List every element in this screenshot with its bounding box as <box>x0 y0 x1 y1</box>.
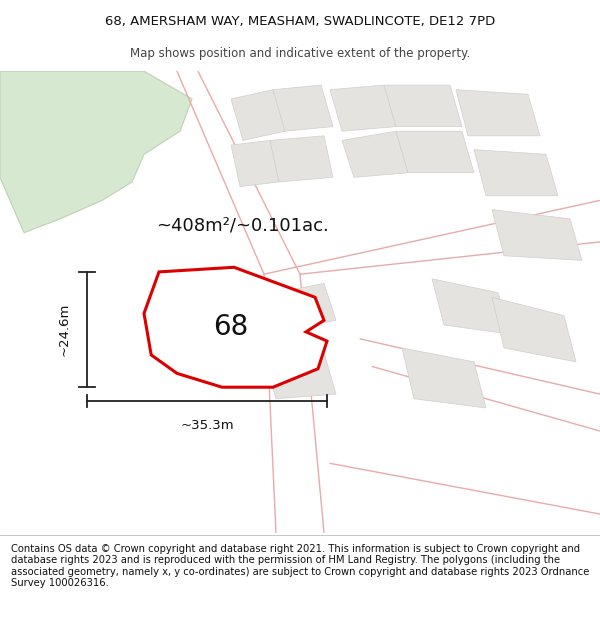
Polygon shape <box>396 131 474 173</box>
Polygon shape <box>273 85 333 131</box>
Polygon shape <box>231 90 285 141</box>
Polygon shape <box>0 71 192 232</box>
Text: 68: 68 <box>214 313 248 341</box>
Text: Map shows position and indicative extent of the property.: Map shows position and indicative extent… <box>130 47 470 60</box>
Polygon shape <box>492 209 582 261</box>
Text: ~24.6m: ~24.6m <box>58 303 71 356</box>
Polygon shape <box>402 348 486 408</box>
Polygon shape <box>231 141 279 186</box>
Text: Contains OS data © Crown copyright and database right 2021. This information is : Contains OS data © Crown copyright and d… <box>11 544 589 588</box>
Polygon shape <box>276 283 336 329</box>
Polygon shape <box>384 85 462 127</box>
Text: ~35.3m: ~35.3m <box>180 419 234 431</box>
Text: 68, AMERSHAM WAY, MEASHAM, SWADLINCOTE, DE12 7PD: 68, AMERSHAM WAY, MEASHAM, SWADLINCOTE, … <box>105 15 495 28</box>
Polygon shape <box>264 352 336 399</box>
Polygon shape <box>144 268 327 388</box>
Polygon shape <box>270 136 333 182</box>
Text: ~408m²/~0.101ac.: ~408m²/~0.101ac. <box>156 217 329 235</box>
Polygon shape <box>492 298 576 362</box>
Polygon shape <box>330 85 396 131</box>
Polygon shape <box>474 149 558 196</box>
Polygon shape <box>456 90 540 136</box>
Polygon shape <box>432 279 510 334</box>
Polygon shape <box>342 131 408 178</box>
